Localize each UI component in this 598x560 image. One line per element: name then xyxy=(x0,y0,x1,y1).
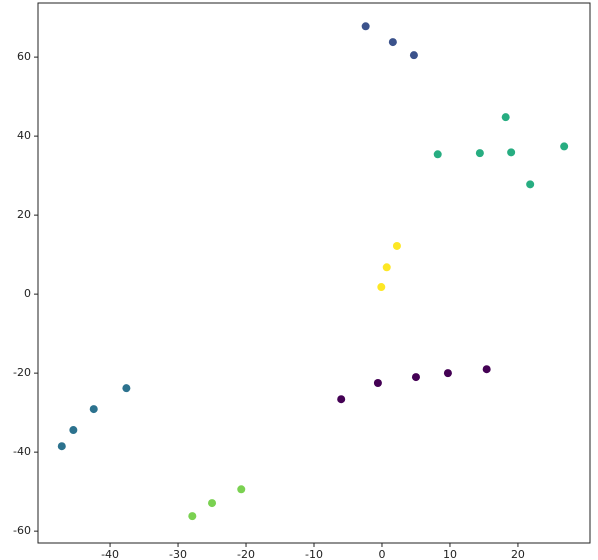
x-tick-label: 0 xyxy=(378,548,385,560)
x-tick-label: -10 xyxy=(305,548,323,560)
point xyxy=(208,499,217,508)
point xyxy=(526,180,535,189)
plot-frame xyxy=(37,2,591,544)
point xyxy=(122,384,131,393)
point xyxy=(409,51,418,60)
point xyxy=(443,369,452,378)
point xyxy=(392,241,401,250)
point xyxy=(433,150,442,159)
y-tick-label: -60 xyxy=(13,524,31,537)
point xyxy=(388,38,397,47)
point xyxy=(89,405,98,414)
x-tick-label: -30 xyxy=(169,548,187,560)
point xyxy=(57,442,66,451)
point xyxy=(237,485,246,494)
point xyxy=(475,149,484,158)
point xyxy=(501,113,510,122)
y-tick-label: 40 xyxy=(17,129,31,142)
x-tick-label: -20 xyxy=(237,548,255,560)
point xyxy=(507,148,516,157)
y-tick-label: -20 xyxy=(13,366,31,379)
point xyxy=(188,512,197,521)
point xyxy=(411,373,420,382)
point xyxy=(373,379,382,388)
x-tick-label: -40 xyxy=(101,548,119,560)
point xyxy=(382,263,391,272)
point xyxy=(337,395,346,404)
y-tick-label: 60 xyxy=(17,50,31,63)
y-tick-label: 20 xyxy=(17,208,31,221)
point xyxy=(482,365,491,374)
y-tick-label: 0 xyxy=(24,287,31,300)
y-tick-label: -40 xyxy=(13,445,31,458)
point xyxy=(377,283,386,292)
x-tick-label: 10 xyxy=(443,548,457,560)
point xyxy=(69,426,78,435)
point xyxy=(560,142,569,151)
x-tick-label: 20 xyxy=(511,548,525,560)
point xyxy=(361,22,370,31)
